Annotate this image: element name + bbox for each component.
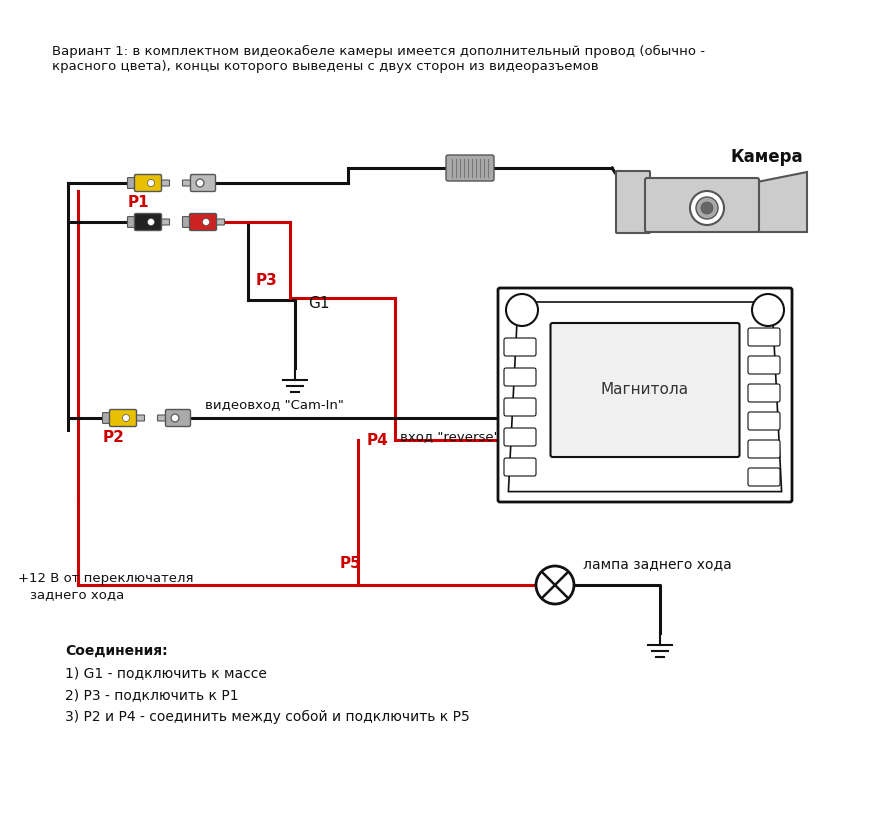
FancyBboxPatch shape (182, 180, 193, 186)
FancyBboxPatch shape (446, 155, 494, 181)
Circle shape (148, 218, 155, 226)
FancyBboxPatch shape (504, 338, 536, 356)
FancyBboxPatch shape (748, 440, 780, 458)
Circle shape (696, 197, 718, 219)
FancyBboxPatch shape (498, 288, 792, 502)
Text: P2: P2 (103, 430, 125, 445)
FancyBboxPatch shape (748, 468, 780, 486)
Text: P3: P3 (256, 273, 278, 288)
Circle shape (171, 414, 179, 422)
FancyBboxPatch shape (127, 177, 136, 188)
Text: Вариант 1: в комплектном видеокабеле камеры имеется дополнительный провод (обычн: Вариант 1: в комплектном видеокабеле кам… (52, 45, 705, 73)
FancyBboxPatch shape (215, 219, 225, 225)
Circle shape (123, 415, 129, 421)
Circle shape (202, 218, 210, 226)
FancyBboxPatch shape (748, 412, 780, 430)
FancyBboxPatch shape (134, 415, 144, 421)
FancyBboxPatch shape (504, 428, 536, 446)
FancyBboxPatch shape (190, 175, 216, 191)
FancyBboxPatch shape (616, 171, 650, 233)
Circle shape (690, 191, 724, 225)
FancyBboxPatch shape (134, 213, 162, 231)
FancyBboxPatch shape (551, 323, 740, 457)
Text: +12 В от переключателя: +12 В от переключателя (18, 572, 194, 585)
FancyBboxPatch shape (103, 413, 111, 424)
Text: P5: P5 (340, 556, 362, 571)
Text: 1) G1 - подключить к массе: 1) G1 - подключить к массе (65, 666, 267, 680)
Circle shape (197, 181, 202, 186)
FancyBboxPatch shape (165, 410, 190, 426)
FancyBboxPatch shape (134, 175, 162, 191)
FancyBboxPatch shape (748, 356, 780, 374)
Circle shape (752, 294, 784, 326)
Circle shape (701, 202, 713, 214)
Text: P4: P4 (367, 433, 389, 448)
Circle shape (172, 415, 178, 420)
Text: G1: G1 (308, 296, 330, 311)
Text: P1: P1 (128, 195, 149, 210)
Text: Камера: Камера (730, 148, 803, 166)
Circle shape (536, 566, 574, 604)
FancyBboxPatch shape (504, 398, 536, 416)
FancyBboxPatch shape (159, 219, 170, 225)
FancyBboxPatch shape (645, 178, 759, 232)
Circle shape (148, 180, 155, 186)
Text: лампа заднего хода: лампа заднего хода (583, 557, 732, 571)
Polygon shape (508, 302, 781, 492)
Text: 3) Р2 и Р4 - соединить между собой и подключить к Р5: 3) Р2 и Р4 - соединить между собой и под… (65, 710, 469, 724)
Circle shape (196, 179, 204, 187)
FancyBboxPatch shape (157, 415, 167, 421)
Text: вход "reverse": вход "reverse" (400, 430, 499, 443)
FancyBboxPatch shape (189, 213, 217, 231)
FancyBboxPatch shape (504, 368, 536, 386)
Text: заднего хода: заднего хода (30, 588, 125, 601)
Text: Соединения:: Соединения: (65, 644, 168, 658)
FancyBboxPatch shape (182, 217, 192, 227)
Polygon shape (757, 172, 807, 232)
FancyBboxPatch shape (748, 384, 780, 402)
FancyBboxPatch shape (110, 410, 136, 426)
FancyBboxPatch shape (159, 180, 170, 186)
FancyBboxPatch shape (127, 217, 136, 227)
Text: Магнитола: Магнитола (601, 383, 689, 397)
FancyBboxPatch shape (504, 458, 536, 476)
Text: 2) Р3 - подключить к Р1: 2) Р3 - подключить к Р1 (65, 688, 239, 702)
Circle shape (506, 294, 538, 326)
FancyBboxPatch shape (748, 328, 780, 346)
Text: видеовход "Cam-In": видеовход "Cam-In" (205, 398, 344, 411)
